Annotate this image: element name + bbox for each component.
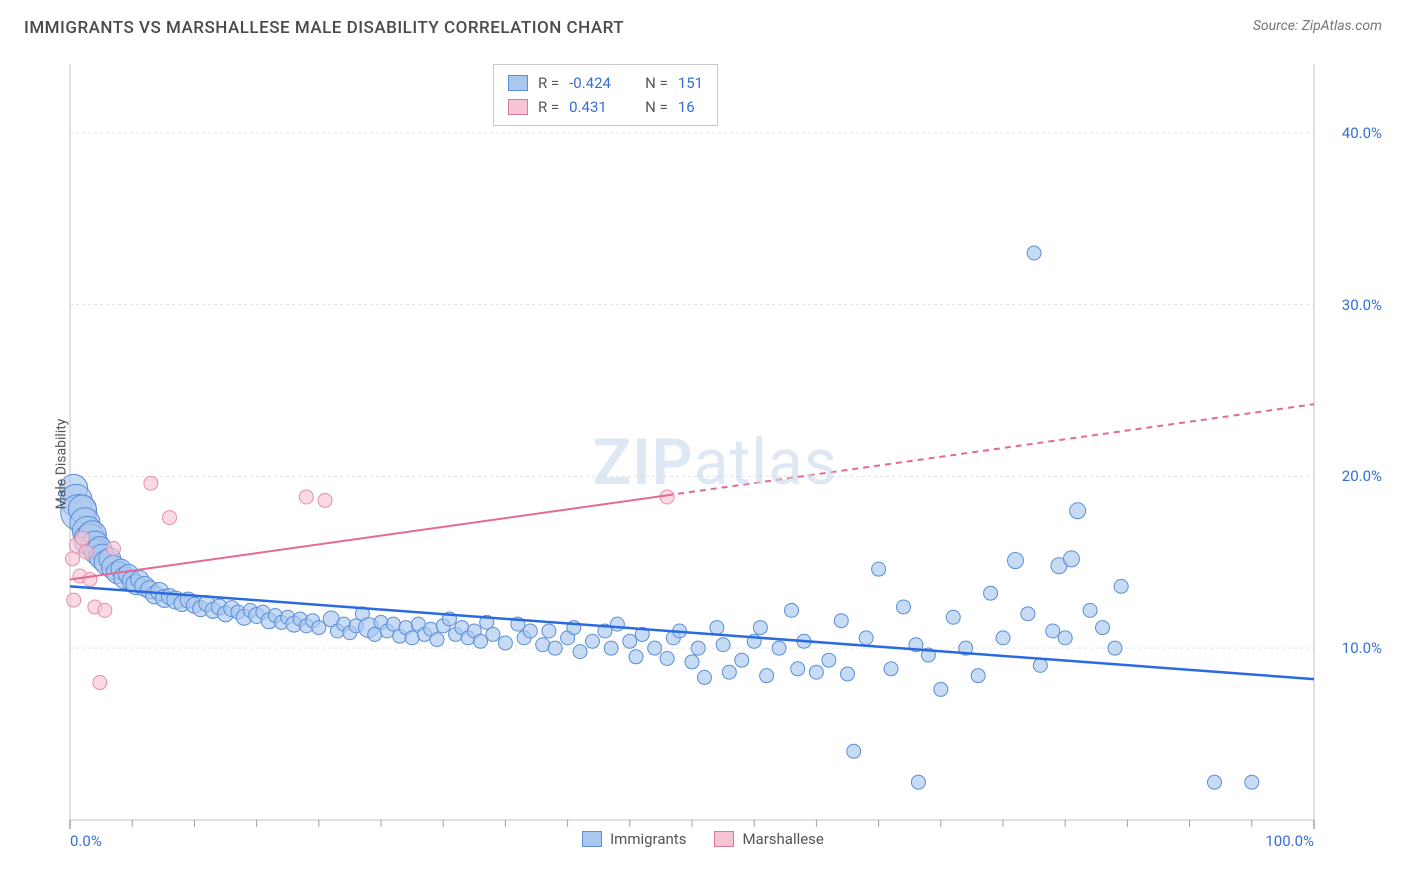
data-point xyxy=(144,476,158,490)
legend-stats: R =-0.424N =151R = 0.431N = 16 xyxy=(493,64,718,126)
data-point xyxy=(1046,624,1060,638)
data-point xyxy=(841,667,855,681)
data-point xyxy=(859,631,873,645)
data-point xyxy=(822,653,836,667)
legend-swatch xyxy=(714,831,734,847)
legend-bottom: Immigrants Marshallese xyxy=(24,830,1382,848)
data-point xyxy=(486,627,500,641)
data-point xyxy=(542,624,556,638)
legend-item: Marshallese xyxy=(714,830,823,848)
y-tick-label: 40.0% xyxy=(1342,124,1382,142)
trend-line-extrapolated xyxy=(667,404,1314,495)
legend-swatch xyxy=(508,75,528,91)
data-point xyxy=(697,670,711,684)
data-point xyxy=(760,669,774,683)
legend-stats-row: R =-0.424N =151 xyxy=(508,71,703,95)
data-point xyxy=(474,634,488,648)
y-tick-label: 20.0% xyxy=(1342,467,1382,485)
data-point xyxy=(629,650,643,664)
scatter-chart xyxy=(24,56,1382,872)
data-point xyxy=(648,641,662,655)
y-axis-label: Male Disability xyxy=(53,419,69,510)
data-point xyxy=(946,610,960,624)
data-point xyxy=(585,634,599,648)
trend-line xyxy=(70,495,667,579)
data-point xyxy=(65,552,79,566)
data-point xyxy=(548,641,562,655)
data-point xyxy=(896,600,910,614)
data-point xyxy=(75,531,89,545)
data-point xyxy=(430,633,444,647)
data-point xyxy=(1114,579,1128,593)
data-point xyxy=(685,655,699,669)
data-point xyxy=(93,676,107,690)
data-point xyxy=(809,665,823,679)
data-point xyxy=(623,634,637,648)
data-point xyxy=(884,662,898,676)
chart-title: IMMIGRANTS VS MARSHALLESE MALE DISABILIT… xyxy=(24,18,624,38)
legend-label: Immigrants xyxy=(610,830,686,848)
data-point xyxy=(735,653,749,667)
data-point xyxy=(1058,631,1072,645)
data-point xyxy=(523,624,537,638)
legend-stats-row: R = 0.431N = 16 xyxy=(508,95,703,119)
legend-label: Marshallese xyxy=(742,830,823,848)
data-point xyxy=(536,638,550,652)
legend-item: Immigrants xyxy=(582,830,686,848)
source-label: Source: ZipAtlas.com xyxy=(1253,18,1382,34)
data-point xyxy=(1070,503,1086,519)
data-point xyxy=(107,542,121,556)
data-point xyxy=(834,614,848,628)
data-point xyxy=(971,669,985,683)
data-point xyxy=(1027,246,1041,260)
data-point xyxy=(98,603,112,617)
data-point xyxy=(498,636,512,650)
y-tick-label: 10.0% xyxy=(1342,639,1382,657)
data-point xyxy=(791,662,805,676)
data-point xyxy=(984,586,998,600)
data-point xyxy=(753,621,767,635)
data-point xyxy=(772,641,786,655)
data-point xyxy=(299,490,313,504)
data-point xyxy=(610,617,624,631)
data-point xyxy=(847,744,861,758)
y-tick-label: 30.0% xyxy=(1342,296,1382,314)
data-point xyxy=(996,631,1010,645)
data-point xyxy=(318,493,332,507)
data-point xyxy=(83,572,97,586)
data-point xyxy=(691,641,705,655)
data-point xyxy=(1063,551,1079,567)
data-point xyxy=(660,651,674,665)
data-point xyxy=(911,775,925,789)
data-point xyxy=(872,562,886,576)
data-point xyxy=(67,593,81,607)
data-point xyxy=(1007,553,1023,569)
data-point xyxy=(1108,641,1122,655)
data-point xyxy=(785,603,799,617)
data-point xyxy=(1245,775,1259,789)
legend-swatch xyxy=(508,99,528,115)
data-point xyxy=(1021,607,1035,621)
data-point xyxy=(163,511,177,525)
data-point xyxy=(1083,603,1097,617)
data-point xyxy=(573,645,587,659)
data-point xyxy=(934,682,948,696)
data-point xyxy=(405,631,419,645)
data-point xyxy=(1207,775,1221,789)
data-point xyxy=(710,621,724,635)
data-point xyxy=(716,638,730,652)
data-point xyxy=(1033,658,1047,672)
data-point xyxy=(604,641,618,655)
chart-container: Male Disability ZIPatlas 10.0%20.0%30.0%… xyxy=(24,56,1382,872)
data-point xyxy=(722,665,736,679)
data-point xyxy=(1096,621,1110,635)
data-point xyxy=(79,545,93,559)
legend-swatch xyxy=(582,831,602,847)
